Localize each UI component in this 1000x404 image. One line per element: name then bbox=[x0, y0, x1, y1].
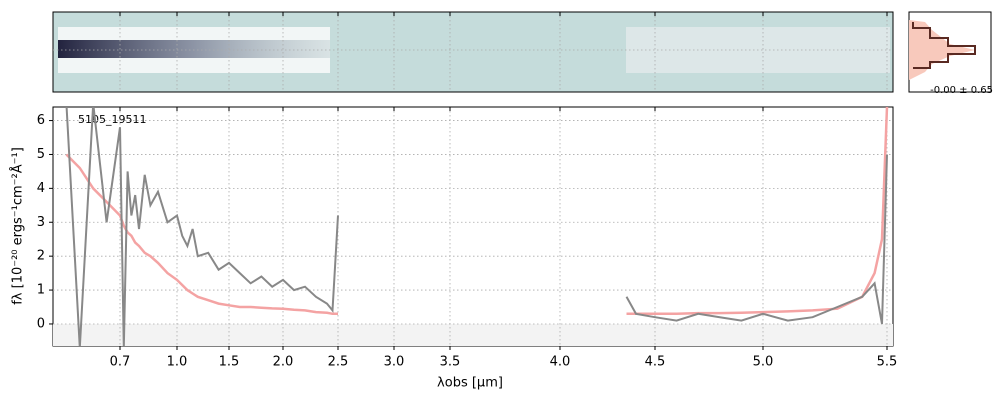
zero-band bbox=[53, 324, 893, 346]
x-tick-label: 4.5 bbox=[645, 355, 666, 370]
data-line bbox=[625, 154, 888, 325]
y-tick-label: 4 bbox=[37, 181, 45, 196]
x-tick-label: 4.0 bbox=[550, 355, 571, 370]
y-tick-label: 3 bbox=[37, 215, 45, 230]
x-tick-label: 0.7 bbox=[110, 355, 131, 370]
x-tick-label: 1.0 bbox=[167, 355, 188, 370]
x-tick-label: 2.5 bbox=[328, 355, 349, 370]
y-axis-label: fλ [10⁻²⁰ ergs⁻¹cm⁻²Å⁻¹] bbox=[10, 147, 26, 305]
y-tick-label: 5 bbox=[37, 147, 45, 162]
annotation: 5105_19511 bbox=[78, 113, 147, 126]
histogram-fill bbox=[909, 20, 975, 80]
model-line bbox=[65, 153, 338, 316]
y-tick-label: 6 bbox=[37, 113, 45, 128]
x-tick-label: 5.0 bbox=[753, 355, 774, 370]
y-tick-label: 1 bbox=[37, 283, 45, 298]
plot-area bbox=[52, 106, 894, 347]
x-axis-label: λobs [μm] bbox=[437, 376, 503, 391]
series-layer bbox=[65, 107, 889, 346]
histogram-step bbox=[912, 22, 976, 69]
y-tick-label: 0 bbox=[37, 316, 45, 331]
x-tick-label: 3.0 bbox=[384, 355, 405, 370]
plot-layer: 0.7 1.0 1.5 2.0 2.5 3.0 3.5 4.0 4.5 5.0 5.5 0 1 2 3 4 5 6 bbox=[37, 12, 898, 370]
x-tick-label: 3.5 bbox=[440, 355, 461, 370]
x-tick-label: 2.0 bbox=[273, 355, 294, 370]
x-tick-label: 1.5 bbox=[219, 355, 240, 370]
x-tick-label: 5.5 bbox=[877, 355, 898, 370]
spectrum-2d-trace bbox=[58, 40, 330, 58]
model-line bbox=[626, 107, 889, 316]
stat-label: -0.00 ± 0.65 bbox=[930, 85, 993, 96]
data-line bbox=[65, 107, 339, 346]
y-tick-label: 2 bbox=[37, 249, 45, 264]
